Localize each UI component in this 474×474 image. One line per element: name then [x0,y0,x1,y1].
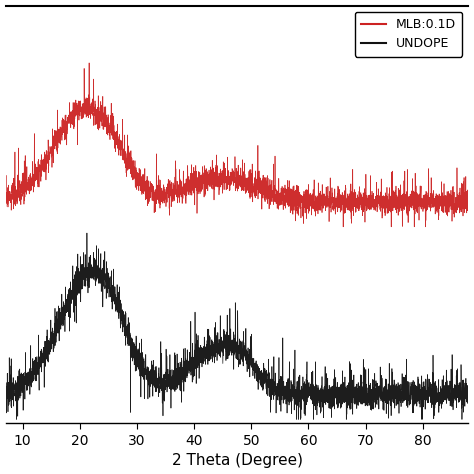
X-axis label: 2 Theta (Degree): 2 Theta (Degree) [172,454,302,468]
Legend: MLB:0.1D, UNDOPE: MLB:0.1D, UNDOPE [355,12,462,56]
